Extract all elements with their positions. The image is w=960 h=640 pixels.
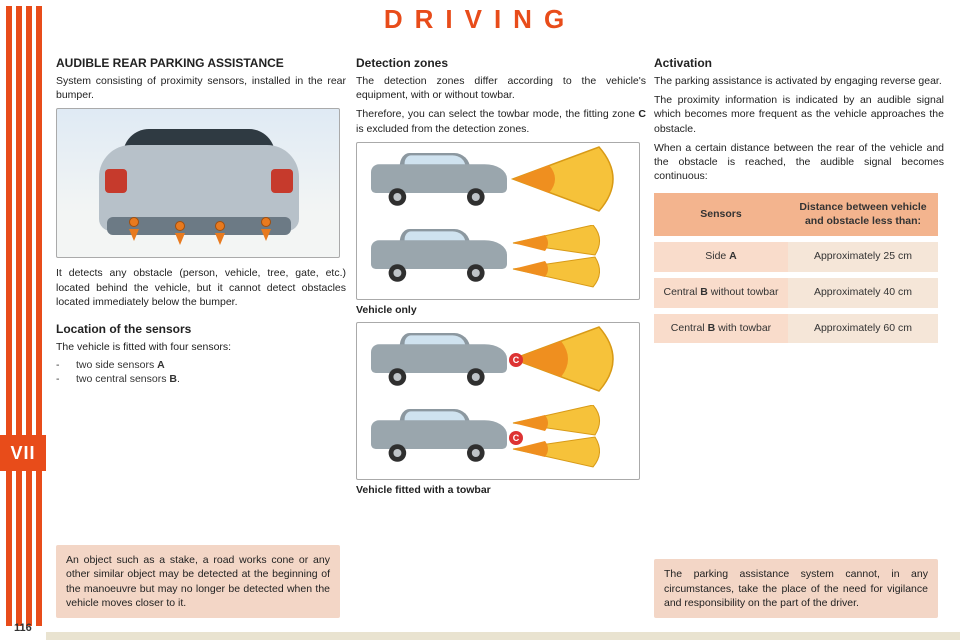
- table-cell: Approximately 25 cm: [788, 242, 938, 272]
- activation-p3: When a certain distance between the rear…: [654, 141, 944, 184]
- diagram-caption: Vehicle fitted with a towbar: [356, 484, 646, 496]
- diagram-vehicle-towbar: C C: [356, 322, 640, 480]
- table-header: Distance between vehicle and obstacle le…: [788, 193, 938, 236]
- rear-car-icon: [99, 125, 299, 245]
- detection-heading: Detection zones: [356, 56, 646, 70]
- warning-box: The parking assistance system cannot, in…: [654, 559, 938, 618]
- towbar-marker-icon: C: [509, 431, 523, 445]
- arrow-down-icon: [175, 233, 185, 245]
- diagram-vehicle-only: [356, 142, 640, 300]
- location-text: The vehicle is fitted with four sensors:: [56, 340, 346, 354]
- section-heading: AUDIBLE REAR PARKING ASSISTANCE: [56, 56, 346, 70]
- bullet-bold: A: [157, 359, 165, 371]
- table-cell: Approximately 40 cm: [788, 278, 938, 308]
- accent-bar: [6, 6, 12, 626]
- bullet-text: two side sensors: [76, 359, 157, 371]
- chapter-tab: VII: [0, 435, 46, 471]
- diagram-caption: Vehicle only: [356, 304, 646, 316]
- detection-p1: The detection zones differ according to …: [356, 74, 646, 102]
- p2-pre: Therefore, you can select the towbar mod…: [356, 108, 638, 120]
- accent-bar: [16, 6, 22, 626]
- table-cell: Central B without towbar: [654, 278, 788, 308]
- accent-bar: [36, 6, 42, 626]
- table-row: Central B without towbar Approximately 4…: [654, 278, 938, 308]
- arrow-down-icon: [261, 229, 271, 241]
- sensor-distance-table: Sensors Distance between vehicle and obs…: [654, 193, 938, 343]
- activation-p1: The parking assistance is activated by e…: [654, 74, 944, 88]
- detection-p2: Therefore, you can select the towbar mod…: [356, 107, 646, 135]
- bullet-text: two central sensors: [76, 373, 169, 385]
- activation-p2: The proximity information is indicated b…: [654, 93, 944, 136]
- bullet-item: - two central sensors B.: [56, 373, 346, 385]
- suv-icon: [371, 229, 507, 279]
- detection-cone-icon: [509, 225, 629, 291]
- suv-icon: [371, 409, 507, 459]
- accent-bar: [26, 6, 32, 626]
- column-1: AUDIBLE REAR PARKING ASSISTANCE System c…: [56, 56, 346, 387]
- table-cell: Central B with towbar: [654, 314, 788, 344]
- table-header: Sensors: [654, 193, 788, 236]
- bullet-item: - two side sensors A: [56, 359, 346, 371]
- towbar-marker-icon: C: [509, 353, 523, 367]
- p2-bold: C: [638, 108, 646, 120]
- suv-icon: [371, 333, 507, 383]
- activation-heading: Activation: [654, 56, 944, 70]
- bullet-text: .: [177, 373, 180, 385]
- location-heading: Location of the sensors: [56, 322, 346, 336]
- table-row: Central B with towbar Approximately 60 c…: [654, 314, 938, 344]
- detection-cone-icon: [509, 145, 629, 215]
- arrow-down-icon: [129, 229, 139, 241]
- table-cell: Side A: [654, 242, 788, 272]
- warning-box: An object such as a stake, a road works …: [56, 545, 340, 618]
- left-accent-bars: [0, 0, 46, 640]
- arrow-down-icon: [215, 233, 225, 245]
- page-number: 116: [14, 622, 32, 634]
- p2-post: is excluded from the detection zones.: [356, 123, 529, 135]
- table-row: Side A Approximately 25 cm: [654, 242, 938, 272]
- bullet-bold: B: [169, 373, 177, 385]
- column-2: Detection zones The detection zones diff…: [356, 56, 646, 502]
- rear-sensors-illustration: [56, 108, 340, 258]
- intro-text: System consisting of proximity sensors, …: [56, 74, 346, 102]
- page-title: DRIVING: [0, 4, 960, 35]
- table-cell: Approximately 60 cm: [788, 314, 938, 344]
- detection-paragraph: It detects any obstacle (person, vehicle…: [56, 266, 346, 309]
- suv-icon: [371, 153, 507, 203]
- detection-cone-icon: [509, 405, 629, 471]
- detection-cone-icon: [509, 325, 629, 395]
- footer-bar: [46, 632, 960, 640]
- table-header-row: Sensors Distance between vehicle and obs…: [654, 193, 938, 236]
- column-3: Activation The parking assistance is act…: [654, 56, 944, 349]
